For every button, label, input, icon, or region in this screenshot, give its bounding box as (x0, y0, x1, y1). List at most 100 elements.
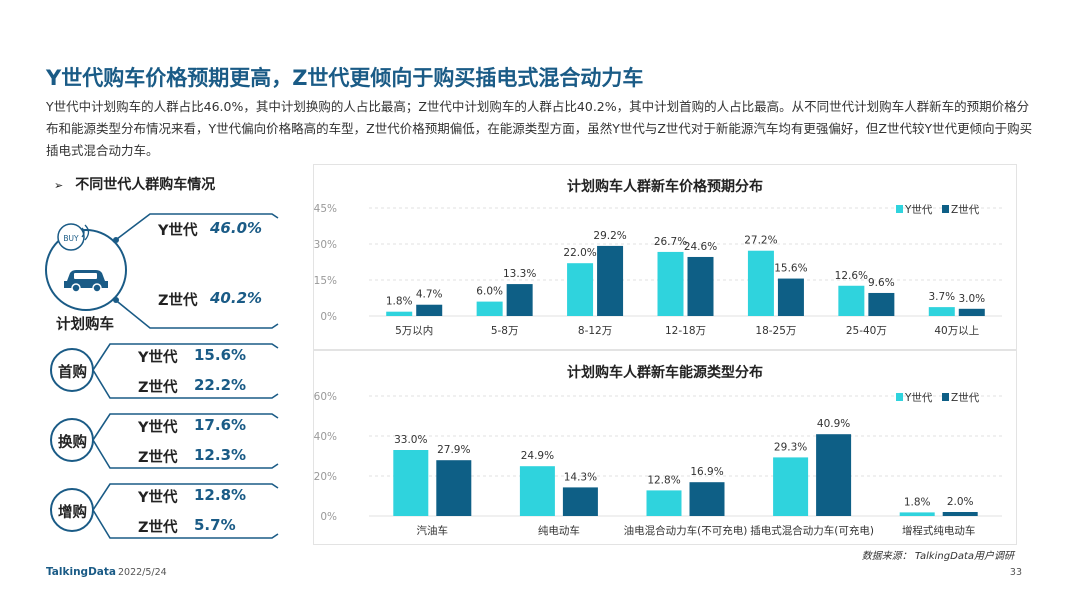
add-buy-y-value: 12.8% (194, 486, 247, 504)
legend-swatch (942, 205, 949, 213)
add-buy-label: 增购 (58, 505, 87, 521)
data-label: 12.8% (647, 474, 680, 486)
y-tick-label: 0% (320, 511, 337, 523)
report-date: 2022/5/24 (118, 567, 167, 578)
bar-y (657, 251, 684, 316)
chart-title: 计划购车人群新车价格预期分布 (567, 178, 763, 195)
legend-label: Y世代 (904, 392, 933, 404)
data-label: 26.7% (654, 236, 687, 248)
page-description: Y世代中计划购车的人群占比46.0%，其中计划换购的人占比最高；Z世代中计划购车… (46, 99, 1033, 158)
bar-z (597, 245, 624, 316)
page-title: Y世代购车价格预期更高，Z世代更倾向于购买插电式混合动力车 (46, 66, 644, 90)
plan-z-label: Z世代 (158, 293, 198, 309)
x-tick-label: 5-8万 (491, 325, 519, 337)
data-label: 24.6% (684, 241, 717, 253)
section-heading: ➢ 不同世代人群购车情况 (54, 174, 215, 194)
buy-badge-icon (57, 223, 85, 251)
legend-label: Z世代 (951, 392, 980, 404)
bar-z (689, 482, 725, 516)
bar-z (506, 284, 533, 316)
data-label: 27.9% (437, 444, 470, 456)
y-tick-label: 20% (314, 471, 337, 483)
legend-swatch (942, 393, 949, 401)
data-source: 数据来源： TalkingData用户调研 (861, 551, 1014, 562)
page-number: 33 (1009, 567, 1022, 578)
bar-y (773, 457, 809, 516)
plan-z-value: 40.2% (210, 289, 263, 307)
data-label: 14.3% (564, 471, 597, 483)
x-tick-label: 40万以上 (934, 325, 979, 337)
legend-swatch (896, 393, 903, 401)
data-label: 13.3% (503, 268, 536, 280)
data-label: 4.7% (416, 289, 443, 301)
data-label: 15.6% (774, 263, 807, 275)
section-heading-text: 不同世代人群购车情况 (75, 177, 216, 193)
bar-z (816, 434, 852, 516)
legend-label: Z世代 (951, 204, 980, 216)
bar-z (942, 512, 978, 516)
first-buy-label: 首购 (58, 365, 87, 381)
first-buy-z-value: 22.2% (194, 376, 247, 394)
add-buy-y-label: Y世代 (138, 490, 178, 506)
x-tick-label: 25-40万 (846, 325, 887, 337)
data-label: 9.6% (868, 277, 895, 289)
bar-y (476, 301, 503, 316)
y-tick-label: 60% (314, 391, 337, 403)
generation-summary-panel: ➢ 不同世代人群购车情况 BUY Y世代 46.0% Z世代 (0, 170, 305, 550)
bar-z (687, 256, 714, 316)
data-label: 29.3% (774, 441, 807, 453)
bar-z (868, 292, 895, 316)
signal-icon (81, 224, 90, 241)
bar-z (416, 304, 443, 316)
price-chart-panel: 计划购车人群新车价格预期分布 0% 15% 30% 45% 5万以内 1.8% 4.7% 5-8… (313, 164, 1017, 350)
plan-y-label: Y世代 (158, 223, 198, 239)
first-buy-z-label: Z世代 (138, 380, 178, 396)
x-tick-label: 增程式纯电动车 (902, 524, 976, 537)
data-label: 1.8% (386, 296, 413, 308)
x-tick-label: 5万以内 (395, 324, 433, 337)
legend-swatch (896, 205, 903, 213)
energy-type-chart: 计划购车人群新车能源类型分布 0% 20% 40% 60% 汽油车 33.0% 27.9% 纯电… (314, 364, 1002, 537)
y-tick-label: 15% (314, 275, 337, 287)
buy-badge-text: BUY (63, 234, 79, 243)
first-buy-y-value: 15.6% (194, 346, 247, 364)
x-tick-label: 纯电动车 (538, 524, 580, 537)
data-label: 33.0% (394, 434, 427, 446)
bar-y (386, 311, 413, 316)
arrow-bullet-icon: ➢ (54, 179, 64, 192)
data-label: 3.7% (928, 291, 955, 303)
replace-buy-y-value: 17.6% (194, 416, 247, 434)
bar-z (777, 278, 804, 316)
data-label: 12.6% (835, 270, 868, 282)
first-buy-y-label: Y世代 (138, 350, 178, 366)
bar-y (899, 512, 935, 516)
x-tick-label: 油电混合动力车(不可充电) (624, 524, 748, 537)
y-tick-label: 0% (320, 311, 337, 323)
bar-y (747, 250, 774, 316)
data-label: 40.9% (817, 418, 850, 430)
energy-chart-panel: 计划购车人群新车能源类型分布 0% 20% 40% 60% 汽油车 33.0% 27.9% 纯电… (313, 350, 1017, 545)
x-tick-label: 插电式混合动力车(可充电) (750, 524, 874, 537)
data-label: 29.2% (593, 230, 626, 242)
car-icon (64, 270, 108, 293)
bar-z (436, 460, 472, 516)
plan-label: 计划购车 (56, 317, 114, 333)
data-label: 2.0% (947, 496, 974, 508)
y-tick-label: 45% (314, 203, 337, 215)
replace-buy-label: 换购 (58, 435, 87, 451)
plan-y-value: 46.0% (210, 219, 263, 237)
summary-connectors: BUY (45, 213, 279, 539)
price-expectation-chart: 计划购车人群新车价格预期分布 0% 15% 30% 45% 5万以内 1.8%4.7% 5-8… (314, 178, 1002, 337)
chart-title: 计划购车人群新车能源类型分布 (567, 364, 763, 381)
bar-y (838, 285, 865, 316)
bar-z (562, 487, 598, 516)
y-tick-label: 40% (314, 431, 337, 443)
bar-y (567, 263, 594, 316)
bar-y (646, 490, 682, 516)
add-buy-z-label: Z世代 (138, 520, 178, 536)
bar-z (958, 308, 985, 316)
data-label: 16.9% (690, 466, 723, 478)
x-tick-label: 18-25万 (755, 325, 796, 337)
add-buy-z-value: 5.7% (194, 516, 236, 534)
y-tick-label: 30% (314, 239, 337, 251)
